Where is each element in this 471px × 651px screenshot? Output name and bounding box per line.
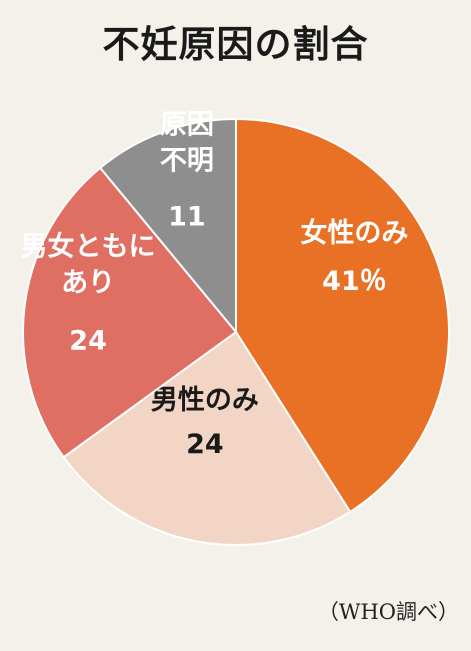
- slice-value-both: 24: [69, 325, 107, 356]
- pie-slice-unknown: [98, 117, 237, 335]
- slice-label-both: 男女ともにあり: [21, 230, 156, 298]
- chart-title: 不妊原因の割合: [102, 23, 369, 66]
- slice-label-female: 女性のみ: [300, 217, 408, 249]
- slice-label-unknown: 原因不明: [160, 110, 214, 177]
- pie-slice-both: [22, 166, 238, 459]
- pie-slice-male: [62, 330, 352, 546]
- slice-value-unknown: 11: [168, 202, 206, 233]
- slice-value-female: 41％: [322, 266, 387, 297]
- pie-slice-female: [235, 117, 450, 514]
- source-note: （WHO調べ）: [317, 600, 459, 624]
- slice-value-male: 24: [186, 429, 224, 460]
- slice-label-male: 男性のみ: [151, 385, 259, 416]
